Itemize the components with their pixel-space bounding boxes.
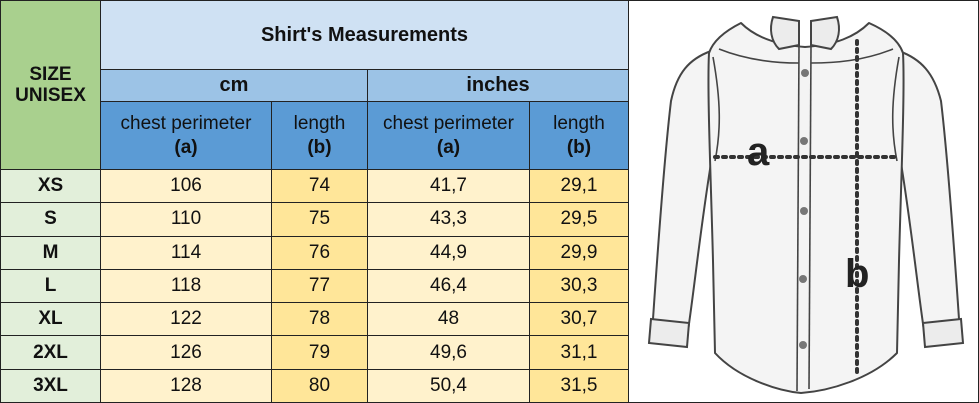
col-header-name: length [553, 112, 605, 134]
table-row: M 114 76 44,9 29,9 [0, 235, 629, 270]
in-chest-cell: 46,4 [367, 268, 530, 304]
in-length-cell: 31,5 [529, 368, 629, 403]
cm-length-cell: 78 [271, 302, 368, 337]
size-unisex-header: SIZE UNISEX [0, 0, 101, 170]
size-cell: 3XL [0, 368, 101, 403]
size-cell: XL [0, 302, 101, 337]
cm-chest-cell: 128 [100, 368, 272, 403]
col-header-name: length [293, 112, 346, 134]
cm-chest-cell: 114 [100, 235, 272, 270]
in-length-cell: 29,9 [529, 235, 629, 270]
size-cell: S [0, 202, 101, 237]
unit-header-inches: inches [367, 69, 629, 102]
col-header-name: chest perimeter [120, 112, 252, 134]
unit-header-cm: cm [100, 69, 368, 102]
in-length-cell: 29,1 [529, 168, 629, 204]
shirt-icon: a b [647, 15, 965, 394]
cm-chest-cell: 122 [100, 302, 272, 337]
size-cell: XS [0, 168, 101, 204]
col-header-in-length: length (b) [529, 101, 629, 170]
cm-length-cell: 76 [271, 235, 368, 270]
cm-chest-cell: 118 [100, 268, 272, 304]
size-cell: M [0, 235, 101, 270]
in-chest-cell: 49,6 [367, 335, 530, 370]
col-header-key: (b) [566, 136, 592, 158]
in-length-cell: 30,7 [529, 302, 629, 337]
col-header-cm-chest: chest perimeter (a) [100, 101, 272, 170]
cm-length-cell: 75 [271, 202, 368, 237]
cm-chest-cell: 106 [100, 168, 272, 204]
col-header-cm-length: length (b) [271, 101, 368, 170]
cm-chest-cell: 110 [100, 202, 272, 237]
size-header-line-2: UNISEX [15, 85, 86, 106]
in-chest-cell: 48 [367, 302, 530, 337]
cm-chest-cell: 126 [100, 335, 272, 370]
col-header-name: chest perimeter [383, 112, 514, 134]
in-chest-cell: 44,9 [367, 235, 530, 270]
cm-length-cell: 80 [271, 368, 368, 403]
in-chest-cell: 43,3 [367, 202, 530, 237]
col-header-key: (a) [436, 136, 461, 158]
size-header-line-1: SIZE [29, 64, 72, 85]
table-row: S 110 75 43,3 29,5 [0, 202, 629, 237]
in-chest-cell: 50,4 [367, 368, 530, 403]
table-row: 3XL 128 80 50,4 31,5 [0, 368, 629, 403]
table-title: Shirt's Measurements [100, 0, 629, 70]
table-row: 2XL 126 79 49,6 31,1 [0, 335, 629, 370]
cm-length-cell: 79 [271, 335, 368, 370]
in-length-cell: 30,3 [529, 268, 629, 304]
table-row: L 118 77 46,4 30,3 [0, 268, 629, 304]
table-row: XL 122 78 48 30,7 [0, 302, 629, 337]
col-header-key: (a) [174, 136, 198, 158]
col-header-key: (b) [307, 136, 332, 158]
in-chest-cell: 41,7 [367, 168, 530, 204]
length-label-b: b [845, 252, 869, 296]
cm-length-cell: 74 [271, 168, 368, 204]
size-cell: L [0, 268, 101, 304]
measurements-table: SIZE UNISEX Shirt's Measurements cm inch… [0, 0, 629, 403]
cm-length-cell: 77 [271, 268, 368, 304]
in-length-cell: 29,5 [529, 202, 629, 237]
shirt-illustration: a b [628, 0, 979, 403]
chest-label-a: a [747, 130, 770, 174]
size-cell: 2XL [0, 335, 101, 370]
col-header-in-chest: chest perimeter (a) [367, 101, 530, 170]
size-chart: SIZE UNISEX Shirt's Measurements cm inch… [0, 0, 629, 403]
in-length-cell: 31,1 [529, 335, 629, 370]
table-row: XS 106 74 41,7 29,1 [0, 168, 629, 204]
